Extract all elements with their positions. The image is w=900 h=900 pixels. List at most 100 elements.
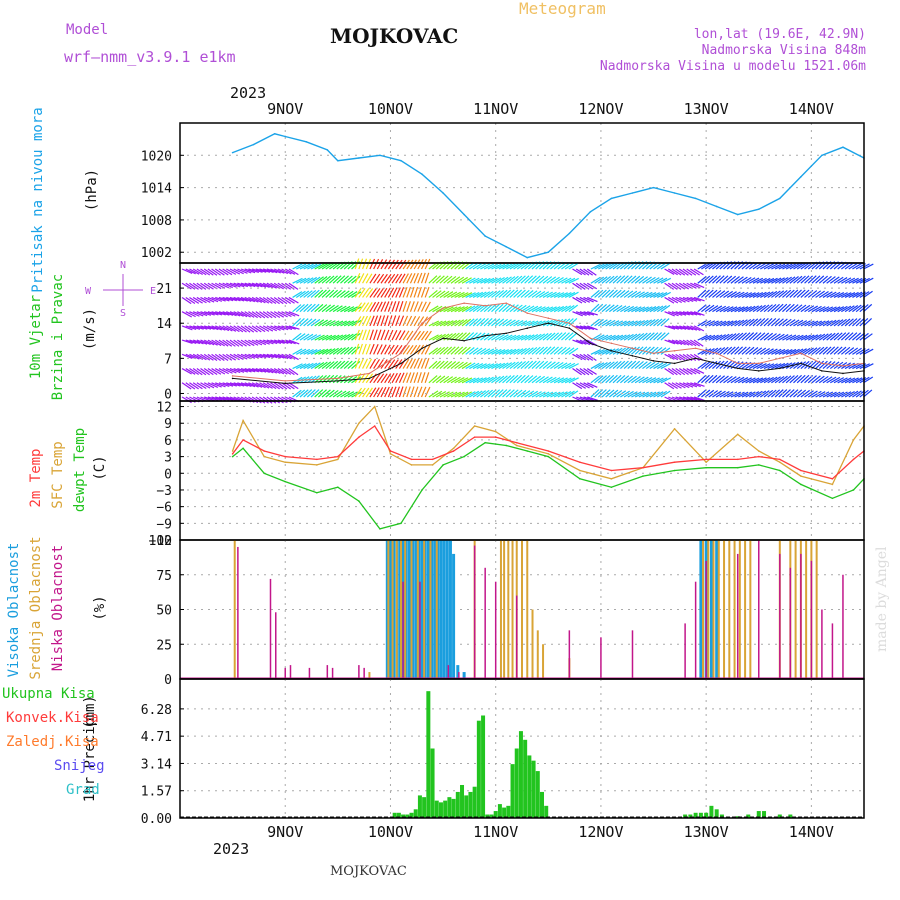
wind-barb — [281, 268, 292, 275]
mid-cloud-bar — [521, 540, 523, 679]
wind-barb — [476, 291, 487, 298]
dewpoint-line-point — [736, 466, 739, 469]
high-cloud-bar — [442, 540, 446, 679]
wind-barb — [778, 334, 789, 341]
wind-barb — [568, 304, 579, 313]
pressure-line-point — [842, 146, 844, 149]
wind-barb — [237, 367, 248, 373]
wind-barb — [362, 302, 370, 313]
wind-barb — [244, 311, 255, 318]
wind-barb — [634, 291, 645, 298]
wind-barb — [362, 343, 367, 355]
temp2m-line-point — [452, 450, 455, 452]
sfc-temp-line-point — [515, 444, 518, 447]
wind-barb — [398, 315, 405, 327]
wind-speed-line-point — [694, 357, 697, 360]
wind-barb — [233, 268, 244, 275]
wind-barb — [214, 282, 226, 289]
wind-barb — [767, 333, 777, 341]
wind-barb — [642, 306, 653, 313]
wind-barb — [266, 282, 277, 289]
wind-barb — [848, 262, 859, 270]
wind-barb — [763, 348, 774, 355]
wind-barb — [833, 332, 843, 341]
wind-barb — [432, 275, 442, 284]
wind-barb — [778, 289, 788, 298]
wind-barb — [737, 319, 748, 327]
wind-barb — [550, 291, 561, 298]
wind-barb — [200, 296, 211, 303]
date-label-top: 13NOV — [684, 100, 729, 118]
wind-barb — [483, 318, 493, 327]
wind-barb — [248, 311, 258, 319]
precip-legend: Ukupna KisaKonvek.KisaZaledj.KisaSnijegG… — [2, 686, 105, 798]
wind-barb — [292, 332, 302, 341]
wind-barb — [358, 287, 366, 298]
wind-barb — [844, 318, 854, 327]
wind-barb — [601, 263, 612, 270]
wind-barb — [244, 339, 255, 347]
wind-barb — [439, 320, 451, 327]
wind-barb — [576, 325, 587, 330]
wind-barb — [347, 306, 358, 313]
wind-barb — [203, 268, 214, 276]
pressure-line-point — [305, 141, 308, 143]
wind-barb — [218, 396, 230, 401]
wind-barb — [671, 311, 683, 316]
wind-barb — [395, 301, 400, 312]
wind-barb — [601, 304, 611, 313]
wind-barb — [660, 304, 671, 313]
wind-barb — [417, 358, 423, 369]
wind-barb — [749, 292, 760, 298]
wind-barb — [745, 377, 756, 384]
pressure-line-point — [589, 211, 592, 213]
wind-gust-line-point — [610, 342, 613, 345]
precip-bar — [422, 797, 427, 818]
wind-barb — [841, 292, 852, 298]
wind-barb — [395, 259, 403, 270]
wind-speed-line-point — [610, 350, 613, 352]
wind-barb — [318, 334, 329, 341]
wind-barb — [815, 290, 825, 298]
wind-barb — [623, 305, 635, 313]
wind-barb — [417, 286, 422, 298]
wind-barb — [774, 263, 786, 270]
wind-barb — [830, 291, 841, 298]
dewpoint-line-point — [442, 464, 444, 466]
wind-barb — [406, 259, 414, 270]
wind-barb — [619, 360, 629, 369]
wind-barb — [793, 275, 803, 284]
temp2m-line-point — [610, 469, 613, 472]
wind-barb — [262, 268, 274, 273]
wind-barb — [638, 332, 648, 341]
precip-bar — [709, 805, 714, 818]
wind-barb — [568, 318, 578, 327]
wind-barb — [270, 339, 282, 345]
wind-barb — [833, 276, 844, 284]
wind-barb — [251, 325, 262, 333]
wind-barb — [502, 319, 512, 327]
wind-barb — [373, 329, 378, 341]
wind-speed-line-point — [231, 377, 234, 380]
wind-barb — [376, 259, 384, 270]
wind-barb — [605, 262, 616, 270]
high-cloud-bar — [385, 540, 389, 679]
wind-barb — [807, 275, 817, 284]
wind-gust-line-point — [526, 312, 529, 314]
wind-barb — [255, 353, 267, 359]
wind-barb — [277, 296, 288, 305]
wind-barb — [424, 358, 430, 369]
wind-barb — [693, 282, 705, 289]
wind-barb — [472, 347, 483, 355]
dewpoint-line — [232, 442, 865, 530]
wind-barb — [292, 363, 303, 370]
pressure-line-point — [736, 213, 739, 216]
dewpoint-line-point — [610, 486, 613, 488]
wind-barb — [204, 396, 215, 402]
wind-barb — [538, 360, 549, 370]
wind-barb — [513, 348, 524, 355]
wind-barb — [318, 263, 329, 270]
wind-barb — [281, 282, 292, 290]
wind-barb — [277, 353, 289, 360]
